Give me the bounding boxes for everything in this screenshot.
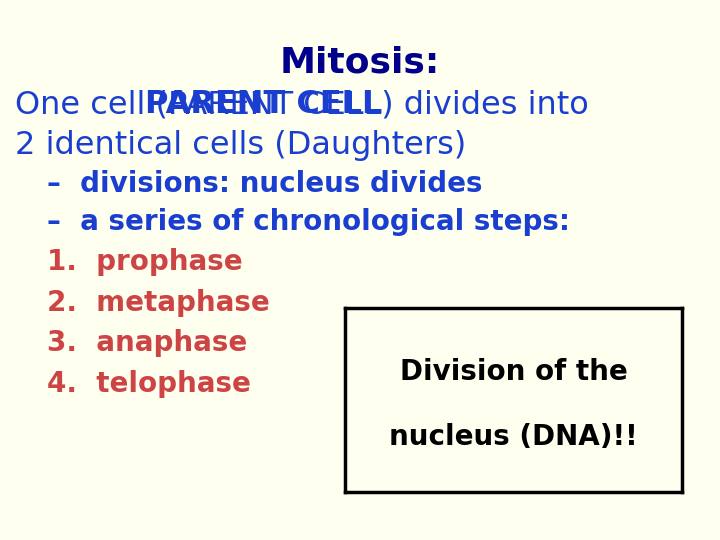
Text: 3.  anaphase: 3. anaphase bbox=[47, 329, 247, 357]
Text: PARENT CELL: PARENT CELL bbox=[145, 89, 382, 120]
Text: 2.  metaphase: 2. metaphase bbox=[47, 289, 269, 317]
Text: Division of the: Division of the bbox=[400, 359, 627, 387]
Text: –  divisions: nucleus divides: – divisions: nucleus divides bbox=[47, 170, 482, 198]
Text: 4.  telophase: 4. telophase bbox=[47, 370, 251, 398]
Text: One cell (PARENT CELL) divides into: One cell (PARENT CELL) divides into bbox=[15, 89, 589, 120]
Text: 2 identical cells (Daughters): 2 identical cells (Daughters) bbox=[15, 130, 467, 160]
Text: –  a series of chronological steps:: – a series of chronological steps: bbox=[47, 208, 570, 236]
Text: 1.  prophase: 1. prophase bbox=[47, 248, 243, 276]
Text: Mitosis:: Mitosis: bbox=[280, 46, 440, 80]
Text: nucleus (DNA)!!: nucleus (DNA)!! bbox=[389, 423, 638, 451]
